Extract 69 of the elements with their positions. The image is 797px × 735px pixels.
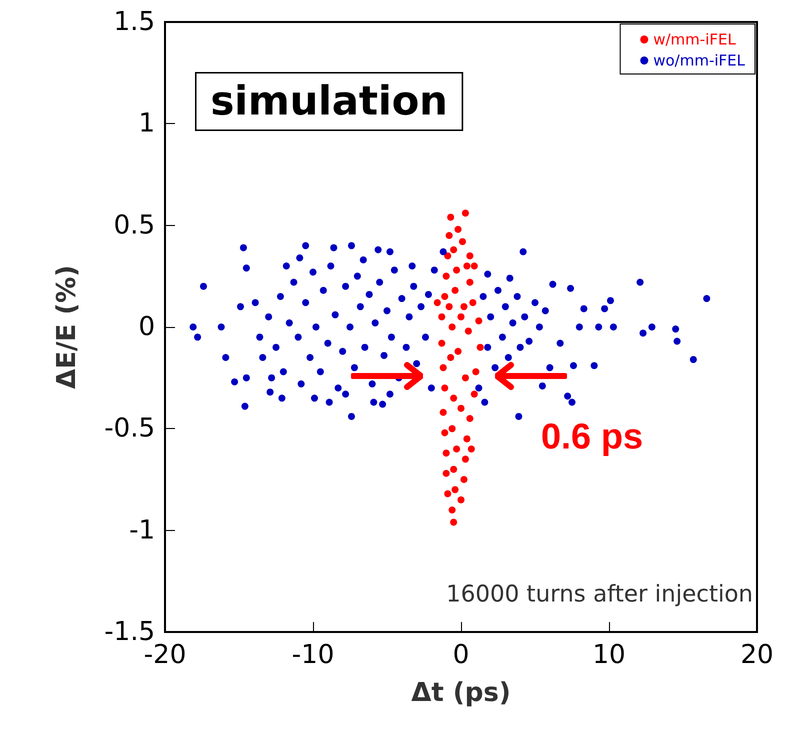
- y-tick-label: 1: [138, 108, 155, 139]
- point: [458, 404, 464, 412]
- point: [460, 303, 468, 310]
- point: [466, 278, 474, 286]
- point: [463, 262, 470, 270]
- point: [441, 384, 448, 392]
- point: [470, 262, 478, 270]
- point: [450, 246, 458, 254]
- point: [463, 435, 470, 442]
- point: [448, 324, 456, 330]
- x-tick-label: 20: [740, 640, 774, 670]
- y-tick-label: 1.5: [114, 7, 155, 37]
- y-tick-label: 0: [138, 312, 155, 342]
- y-tick-label: 0.5: [114, 210, 155, 240]
- y-tick-label: -0.5: [104, 414, 155, 444]
- point: [460, 476, 468, 483]
- legend-label: w/mm-iFEL: [653, 30, 736, 48]
- point: [448, 506, 456, 514]
- point: [438, 340, 446, 347]
- point: [462, 374, 469, 382]
- point: [450, 466, 458, 473]
- point: [440, 364, 447, 372]
- point: [469, 299, 476, 306]
- point: [466, 252, 474, 260]
- point: [470, 390, 478, 398]
- point: [458, 313, 464, 320]
- point: [472, 368, 480, 376]
- point: [453, 446, 460, 452]
- point: [442, 470, 450, 477]
- point: [442, 272, 450, 280]
- point: [452, 486, 459, 494]
- point: [442, 450, 450, 457]
- point: [450, 518, 458, 526]
- annotation: 0.6 ps: [541, 415, 644, 456]
- point: [448, 425, 456, 432]
- point: [446, 303, 453, 310]
- x-tick-label: -10: [292, 640, 334, 670]
- point: [466, 415, 474, 422]
- point: [446, 232, 453, 239]
- point: [453, 266, 460, 274]
- point: [464, 328, 472, 335]
- point: [450, 394, 458, 402]
- point: [444, 252, 452, 260]
- point: [468, 446, 475, 452]
- point: [447, 354, 454, 361]
- y-axis-title: ΔE/E (%): [52, 264, 82, 390]
- x-axis-title: Δt (ps): [411, 678, 511, 708]
- y-tick-label: -1: [129, 515, 155, 546]
- point: [441, 293, 448, 300]
- point: [458, 496, 464, 504]
- point: [441, 429, 448, 436]
- point: [475, 317, 482, 324]
- point: [447, 214, 454, 221]
- point: [444, 490, 452, 498]
- point: [434, 299, 441, 306]
- annotation: simulation: [210, 78, 448, 124]
- point: [462, 210, 469, 217]
- point: [462, 456, 469, 463]
- annotation: 16000 turns after injection: [446, 582, 754, 608]
- x-tick-label: 0: [452, 640, 470, 670]
- point: [476, 344, 484, 351]
- legend-label: wo/mm-iFEL: [653, 52, 746, 70]
- x-tick-label: 10: [592, 640, 626, 670]
- point: [458, 238, 466, 246]
- point: [440, 408, 447, 416]
- point: [438, 313, 446, 320]
- point: [452, 286, 459, 294]
- point: [454, 226, 462, 233]
- point: [454, 348, 462, 355]
